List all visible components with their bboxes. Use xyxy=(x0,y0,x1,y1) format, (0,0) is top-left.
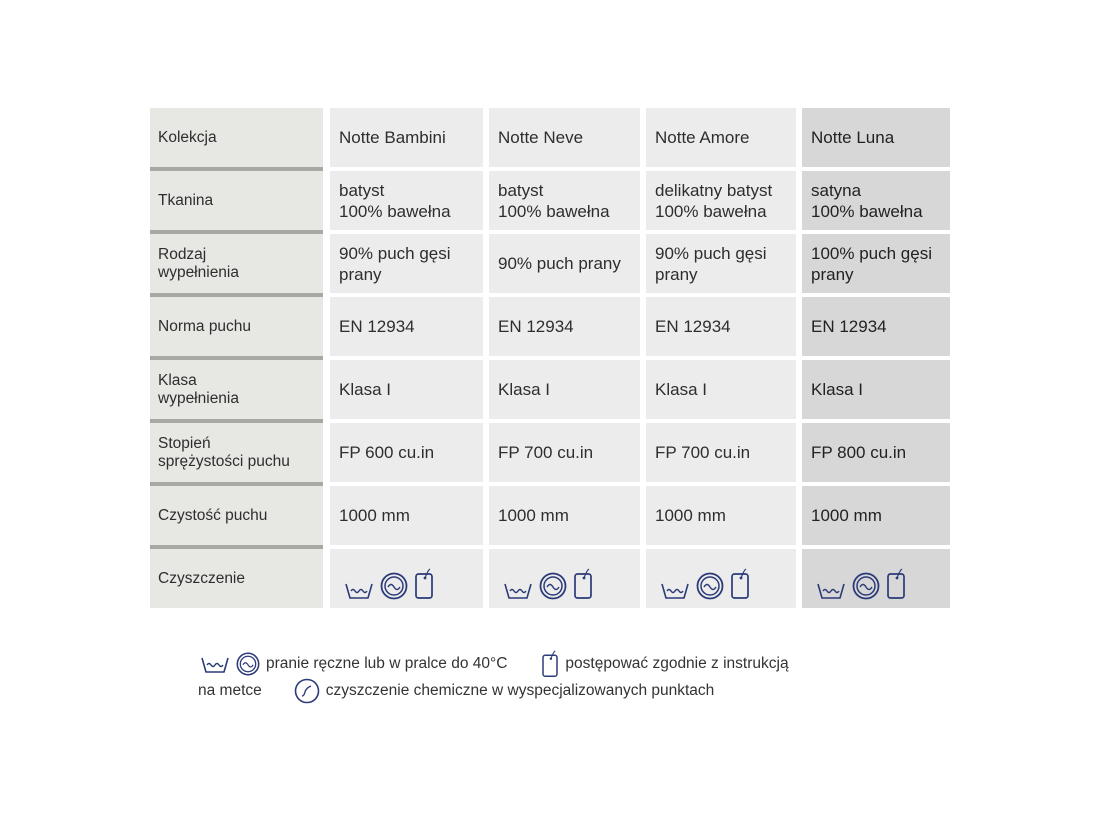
hand-wash-tub-icon xyxy=(660,580,690,600)
row-divider xyxy=(150,482,323,487)
table-cell: Klasa I xyxy=(489,360,640,419)
table-cell: Notte Luna xyxy=(802,108,950,167)
table-cell: 1000 mm xyxy=(489,486,640,545)
table-cell: Klasa I xyxy=(646,360,796,419)
table-cell: EN 12934 xyxy=(489,297,640,356)
row-divider xyxy=(150,356,323,361)
row-label: Stopień sprężystości puchu xyxy=(150,423,323,482)
row-label: Kolekcja xyxy=(150,108,323,167)
table-cell: Klasa I xyxy=(330,360,483,419)
table-cell: batyst 100% bawełna xyxy=(330,171,483,230)
table-row: Norma puchu EN 12934 EN 12934 EN 12934 EN 1… xyxy=(150,297,950,361)
care-label-tag-icon xyxy=(730,567,750,600)
machine-wash-circle-icon xyxy=(539,572,567,600)
table-cell: 1000 mm xyxy=(646,486,796,545)
machine-wash-circle-icon xyxy=(236,652,260,676)
table-cell: 90% puch gęsi prany xyxy=(330,234,483,293)
table-cell: satyna 100% bawełna xyxy=(802,171,950,230)
table-cell: 90% puch gęsi prany xyxy=(646,234,796,293)
dry-clean-icon xyxy=(294,678,320,704)
legend: pranie ręczne lub w pralce do 40°C postę… xyxy=(198,650,789,704)
hand-wash-tub-icon xyxy=(503,580,533,600)
table-cell: FP 700 cu.in xyxy=(489,423,640,482)
row-divider xyxy=(150,293,323,298)
care-label-tag-icon xyxy=(414,567,434,600)
hand-wash-tub-icon xyxy=(200,654,230,674)
table-cell xyxy=(646,549,796,608)
legend-tag-text-cont: na metce xyxy=(198,682,262,699)
table-row: Kolekcja Notte Bambini Notte Neve Notte Am… xyxy=(150,108,950,172)
table-cell: EN 12934 xyxy=(330,297,483,356)
legend-tag-text: postępować zgodnie z instrukcją xyxy=(565,655,789,672)
care-label-tag-icon xyxy=(886,567,906,600)
table-row: Tkanina batyst 100% bawełna batyst 100% b… xyxy=(150,171,950,235)
row-divider xyxy=(150,419,323,424)
table-cell: Notte Neve xyxy=(489,108,640,167)
table-cell: Notte Amore xyxy=(646,108,796,167)
care-label-tag-icon xyxy=(541,650,559,678)
table-cell: 1000 mm xyxy=(330,486,483,545)
table-cell: delikatny batyst 100% bawełna xyxy=(646,171,796,230)
machine-wash-circle-icon xyxy=(380,572,408,600)
table-cell: FP 700 cu.in xyxy=(646,423,796,482)
table-cell xyxy=(330,549,483,608)
row-label: Tkanina xyxy=(150,171,323,230)
table-cell: 90% puch prany xyxy=(489,234,640,293)
row-divider xyxy=(150,545,323,550)
legend-wash-text: pranie ręczne lub w pralce do 40°C xyxy=(266,655,508,672)
care-label-tag-icon xyxy=(573,567,593,600)
row-label: Norma puchu xyxy=(150,297,323,356)
row-divider xyxy=(150,230,323,235)
table-cell: batyst 100% bawełna xyxy=(489,171,640,230)
legend-dry-clean-text: czyszczenie chemiczne w wyspecjalizowany… xyxy=(325,682,715,699)
table-cell: FP 600 cu.in xyxy=(330,423,483,482)
hand-wash-tub-icon xyxy=(344,580,374,600)
row-label: Klasa wypełnienia xyxy=(150,360,323,419)
row-label: Czystość puchu xyxy=(150,486,323,545)
table-row: Czystość puchu 1000 mm 1000 mm 1000 mm 1000… xyxy=(150,486,950,550)
table-row: Rodzaj wypełnienia 90% puch gęsi prany 90… xyxy=(150,234,950,298)
hand-wash-tub-icon xyxy=(816,580,846,600)
machine-wash-circle-icon xyxy=(696,572,724,600)
machine-wash-circle-icon xyxy=(852,572,880,600)
table-row-cleaning: Czyszczenie xyxy=(150,549,950,608)
row-divider xyxy=(150,167,323,172)
table-cell: 100% puch gęsi prany xyxy=(802,234,950,293)
row-label: Rodzaj wypełnienia xyxy=(150,234,323,293)
table-cell: Notte Bambini xyxy=(330,108,483,167)
table-row: Stopień sprężystości puchu FP 600 cu.in F… xyxy=(150,423,950,487)
comparison-table: Kolekcja Notte Bambini Notte Neve Notte Am… xyxy=(150,108,950,612)
table-cell xyxy=(489,549,640,608)
table-cell: EN 12934 xyxy=(802,297,950,356)
row-label: Czyszczenie xyxy=(150,549,323,608)
table-cell: EN 12934 xyxy=(646,297,796,356)
table-cell: FP 800 cu.in xyxy=(802,423,950,482)
table-cell xyxy=(802,549,950,608)
table-cell: 1000 mm xyxy=(802,486,950,545)
table-cell: Klasa I xyxy=(802,360,950,419)
